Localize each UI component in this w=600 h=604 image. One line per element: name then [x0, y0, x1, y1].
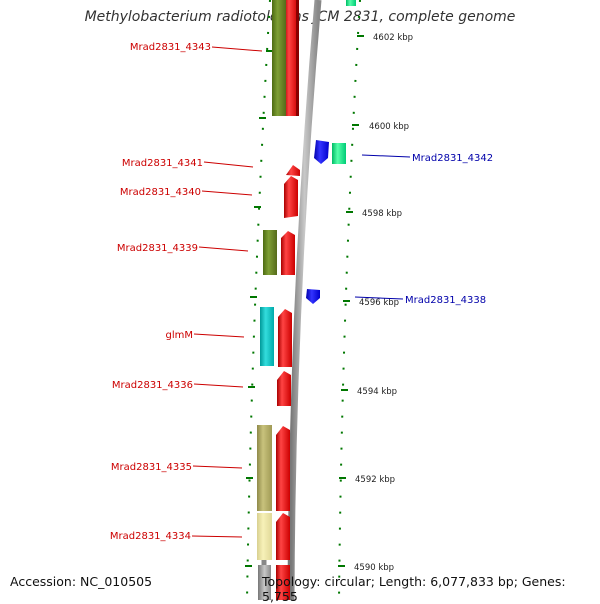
gene-mrad2831-4343	[272, 0, 286, 116]
label-mrad2831-4341[interactable]: Mrad2831_4341	[122, 158, 203, 169]
label-mrad2831-4343[interactable]: Mrad2831_4343	[130, 42, 211, 53]
gene-mrad2831-4336	[277, 371, 291, 406]
scale-label-4596: 4596 kbp	[359, 298, 399, 308]
label-mrad2831-4338[interactable]: Mrad2831_4338	[405, 295, 486, 306]
gene-long-red-top-edge	[296, 0, 299, 116]
gene-top-right-green	[346, 0, 356, 6]
accession-text: Accession: NC_010505	[10, 574, 153, 589]
scale-label-4590: 4590 kbp	[354, 563, 394, 573]
label-mrad2831-4336[interactable]: Mrad2831_4336	[112, 380, 193, 391]
gene-bottom-gray	[258, 565, 271, 600]
gene-mrad2831-4341	[286, 165, 300, 176]
gene-mrad2831-4339-red	[281, 231, 295, 275]
gene-glmm-red	[278, 309, 292, 367]
label-mrad2831-4334[interactable]: Mrad2831_4334	[110, 531, 191, 542]
label-mrad2831-4335[interactable]: Mrad2831_4335	[111, 462, 192, 473]
gene-blue-4342-neighbor	[314, 140, 329, 164]
gene-mrad2831-4342	[332, 143, 346, 164]
gene-glmm	[260, 307, 274, 366]
scale-label-4594: 4594 kbp	[357, 387, 397, 397]
gene-mrad2831-4339	[263, 230, 277, 275]
gene-mrad2831-4338	[306, 289, 320, 304]
genome-backbone	[287, 0, 322, 600]
label-leaders	[191, 46, 411, 538]
label-glmm[interactable]: glmM	[166, 330, 194, 341]
gene-mrad2831-4340	[284, 176, 298, 218]
scale-label-4602: 4602 kbp	[373, 33, 413, 43]
scale-label-4598: 4598 kbp	[362, 209, 402, 219]
gene-mrad2831-4335-red	[276, 426, 290, 511]
gene-mrad2831-4334	[257, 513, 272, 560]
label-mrad2831-4340[interactable]: Mrad2831_4340	[120, 187, 201, 198]
label-mrad2831-4339[interactable]: Mrad2831_4339	[117, 243, 198, 254]
gene-bottom-red	[276, 565, 290, 600]
genome-title: Methylobacterium radiotolerans JCM 2831,…	[84, 9, 516, 25]
scale-label-4592: 4592 kbp	[355, 475, 395, 485]
label-mrad2831-4342[interactable]: Mrad2831_4342	[412, 153, 493, 164]
gene-mrad2831-4335	[257, 425, 272, 511]
gene-long-red-top	[284, 0, 298, 116]
scale-major-ticks	[245, 35, 364, 567]
gene-mrad2831-4334-red	[276, 513, 290, 560]
scale-label-4600: 4600 kbp	[369, 122, 409, 132]
